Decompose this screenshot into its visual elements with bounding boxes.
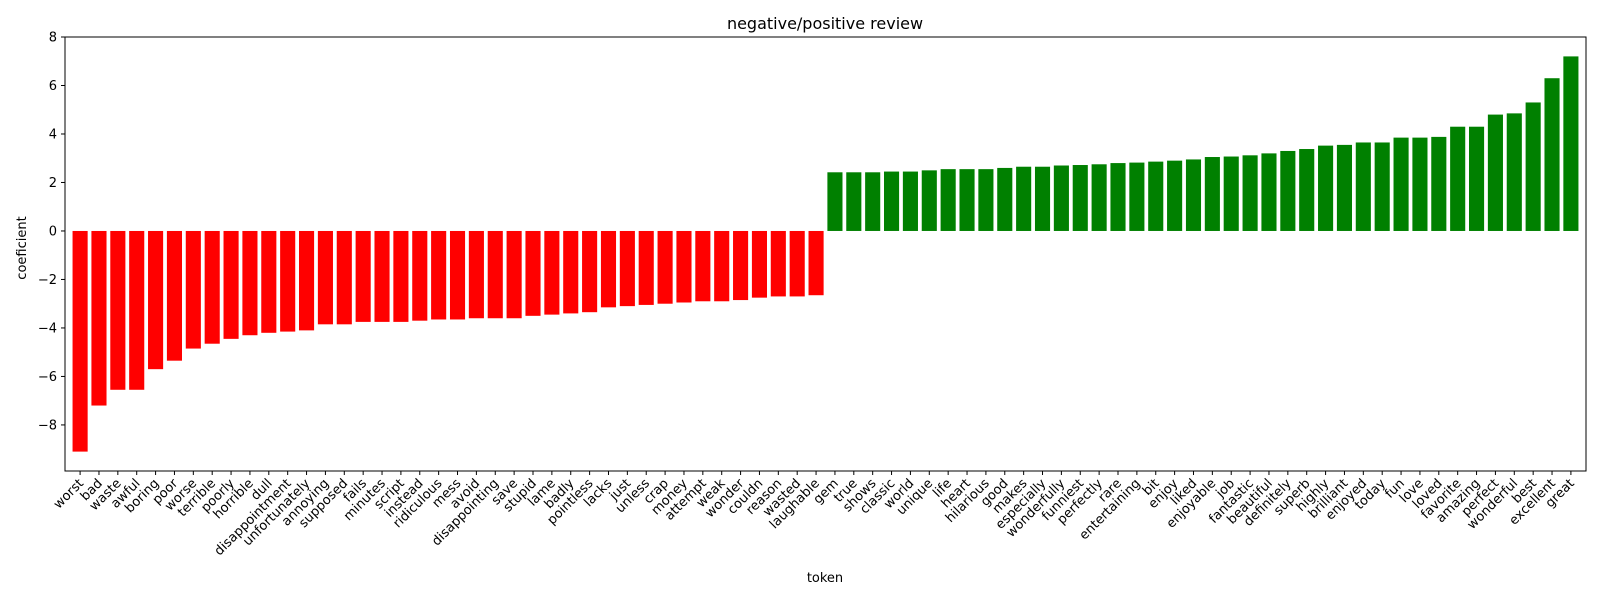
bar-shows <box>865 172 881 231</box>
y-tick-label: −6 <box>38 370 57 385</box>
bar-excellent <box>1544 78 1560 231</box>
bar-supposed <box>336 230 352 325</box>
bar-highly <box>1318 145 1334 231</box>
bar-disappointment <box>280 230 296 332</box>
bar-bad <box>91 230 107 406</box>
y-tick-label: 8 <box>49 31 57 46</box>
bar-lacks <box>600 230 617 308</box>
bar-fun <box>1393 137 1409 231</box>
bar-laughable <box>808 230 824 296</box>
bar-badly <box>563 230 579 314</box>
bar-bit <box>1148 161 1164 231</box>
bar-enjoyed <box>1355 142 1371 231</box>
bar-wonderfully <box>1053 165 1069 231</box>
bar-perfect <box>1487 114 1503 231</box>
bar-gem <box>827 172 843 231</box>
bar-just <box>619 230 635 307</box>
bar-true <box>846 172 862 231</box>
bar-weak <box>714 230 730 302</box>
bar-minutes <box>374 230 390 322</box>
bar-hilarious <box>978 169 994 231</box>
bar-funniest <box>1072 165 1088 231</box>
bar-mess <box>449 230 466 320</box>
bar-unfortunately <box>299 230 315 331</box>
bar-disappointing <box>487 230 503 319</box>
bar-heart <box>959 169 975 231</box>
bar-pointless <box>582 230 598 313</box>
bar-love <box>1412 137 1428 231</box>
bar-money <box>676 230 692 303</box>
bar-save <box>506 230 522 319</box>
bar-wonder <box>733 230 749 301</box>
bar-horrible <box>242 230 258 336</box>
y-axis-label: coeficient <box>15 216 30 279</box>
y-tick-label: −4 <box>38 321 57 336</box>
bar-today <box>1374 142 1390 231</box>
y-tick-label: −8 <box>38 418 57 433</box>
bar-wonderful <box>1506 113 1522 231</box>
bar-classic <box>884 171 900 231</box>
bar-definitely <box>1280 150 1296 231</box>
bar-unique <box>921 170 937 231</box>
bar-great <box>1563 56 1579 231</box>
bar-amazing <box>1469 126 1485 231</box>
bar-instead <box>412 230 428 321</box>
bar-fantastic <box>1242 155 1258 231</box>
x-axis-label: token <box>807 571 843 586</box>
bar-ridiculous <box>431 230 447 320</box>
bar-reason <box>770 230 786 297</box>
y-tick-label: −2 <box>38 273 57 288</box>
bar-dull <box>261 230 277 333</box>
bar-annoying <box>317 230 333 325</box>
bar-couldn <box>751 230 767 298</box>
bar-boring <box>148 230 164 370</box>
bar-enjoy <box>1167 160 1183 231</box>
y-tick-label: 6 <box>49 79 57 94</box>
y-tick-label: 2 <box>49 176 57 191</box>
bar-avoid <box>468 230 484 319</box>
bar-superb <box>1299 149 1315 231</box>
bar-job <box>1223 156 1239 231</box>
bar-attempt <box>695 230 711 302</box>
bar-waste <box>110 230 126 390</box>
bar-fails <box>355 230 371 322</box>
bar-crap <box>657 230 673 304</box>
bar-stupid <box>525 230 541 316</box>
bar-unless <box>638 230 654 305</box>
bar-rare <box>1110 163 1126 231</box>
bar-terrible <box>204 230 220 344</box>
bar-makes <box>1016 166 1032 231</box>
bar-entertaining <box>1129 162 1145 231</box>
bar-especially <box>1034 166 1051 231</box>
bar-life <box>940 169 956 231</box>
bar-good <box>997 167 1013 231</box>
bar-poorly <box>223 230 239 339</box>
plot-frame <box>64 36 1587 472</box>
y-tick-label: 4 <box>49 127 57 142</box>
y-axis-ticks: −8 −6 −4 −2 0 2 4 6 8 <box>38 31 65 433</box>
bar-brilliant <box>1336 144 1352 231</box>
bar-wasted <box>789 230 805 297</box>
bar-worse <box>185 230 201 349</box>
x-axis-ticks: worstbadwasteawfulboringpoorworseterribl… <box>51 471 1578 559</box>
bar-best <box>1525 102 1541 231</box>
bar-beautiful <box>1261 153 1277 231</box>
bar-script <box>393 230 409 322</box>
bar-awful <box>129 230 145 390</box>
bar-worst <box>72 230 88 452</box>
bar-liked <box>1185 159 1202 231</box>
bar-perfectly <box>1091 164 1107 231</box>
chart-title: negative/positive review <box>727 14 923 33</box>
y-tick-label: 0 <box>49 224 57 239</box>
bar-enjoyable <box>1204 157 1220 231</box>
bar-poor <box>166 230 182 361</box>
bars-layer <box>72 56 1579 452</box>
bar-favorite <box>1450 126 1466 231</box>
bar-lame <box>544 230 560 315</box>
bar-world <box>902 171 918 231</box>
bar-loved <box>1431 136 1447 231</box>
